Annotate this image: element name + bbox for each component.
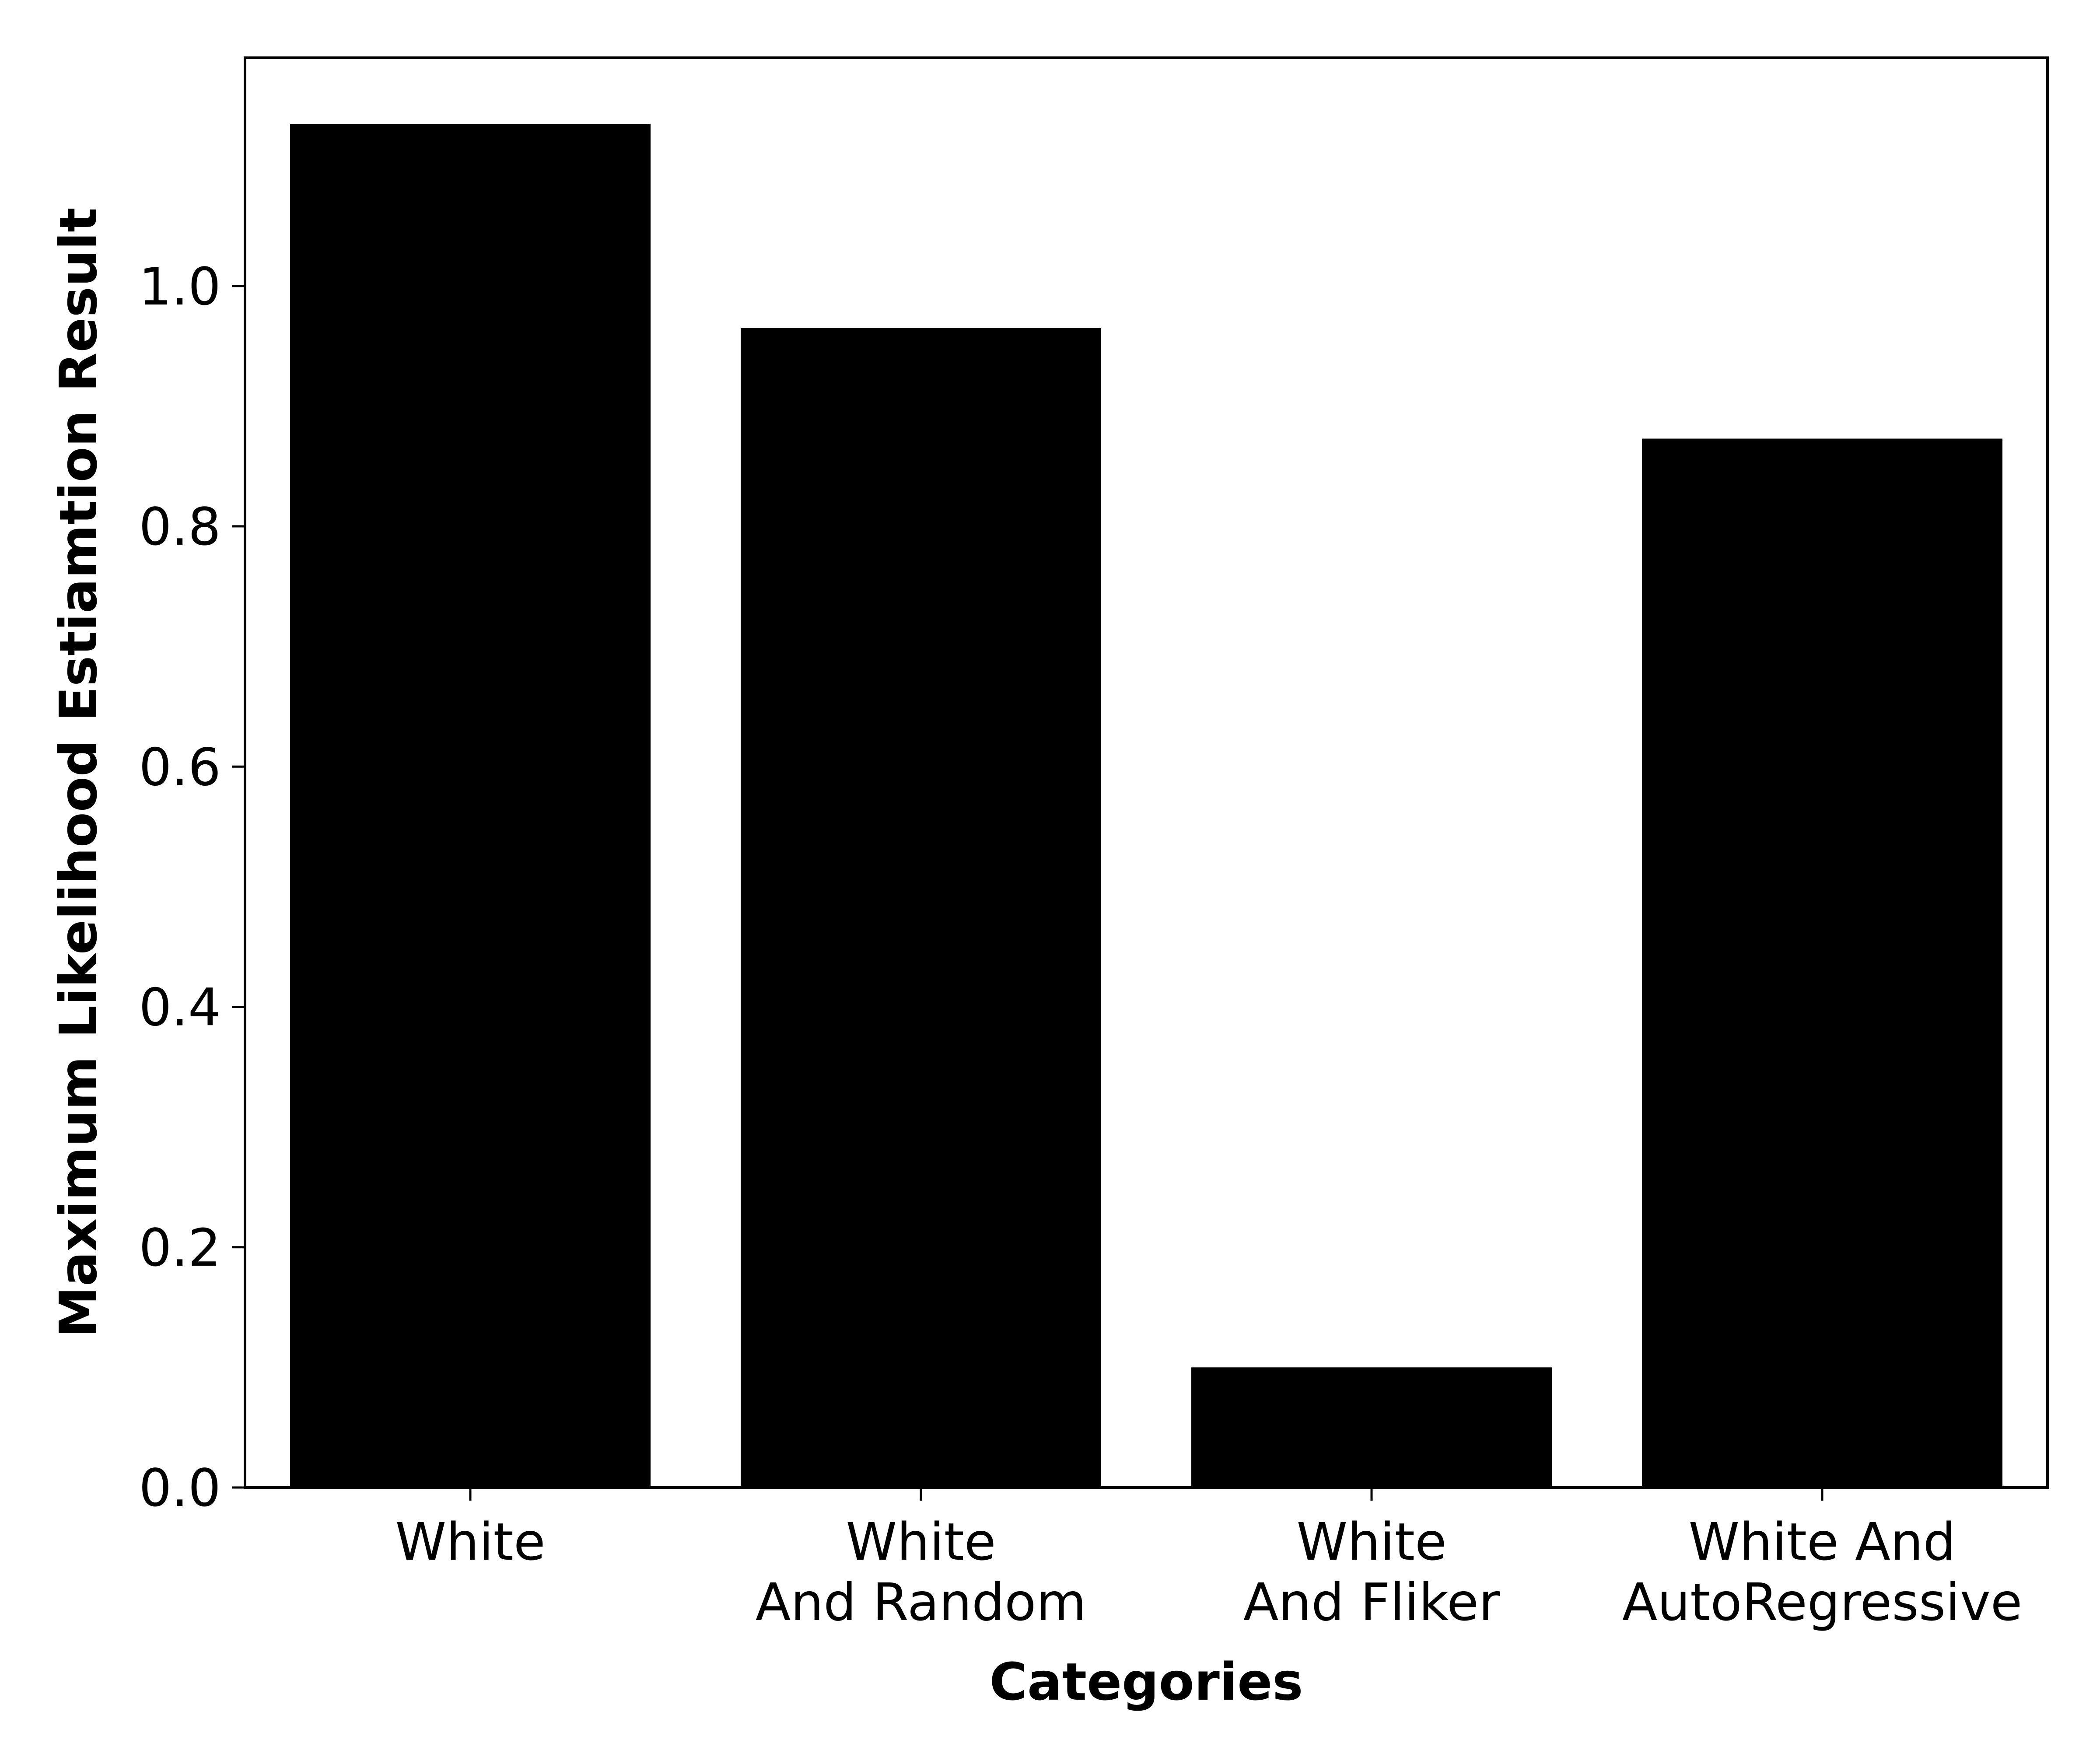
bar [1642, 438, 2002, 1488]
x-tick-label-line: And Random [756, 1572, 1086, 1632]
bar [741, 328, 1101, 1488]
y-tick-label: 0.0 [139, 1458, 221, 1518]
x-tick-label-line: White And [1688, 1512, 1956, 1572]
x-tick-label: White And Random [756, 1512, 1086, 1632]
x-tick-label-line: AutoRegressive [1622, 1572, 2023, 1632]
x-tick-label-line: White [395, 1512, 545, 1572]
bar [1191, 1367, 1552, 1488]
y-axis-title: Maximum Likelihood Estiamtion Result [48, 207, 108, 1337]
plot-frame [244, 56, 2049, 1489]
y-tick-label: 0.2 [139, 1218, 221, 1278]
x-tick-label: White [395, 1512, 545, 1572]
x-axis-title: Categories [989, 1652, 1303, 1712]
bars-group [290, 124, 2002, 1488]
x-tick-label-line: White [846, 1512, 996, 1572]
y-tick-label: 0.8 [139, 497, 221, 557]
bar [290, 124, 651, 1488]
y-tick-label: 1.0 [139, 256, 221, 317]
x-tick-label-line: White [1296, 1512, 1446, 1572]
x-tick-label: White And Fliker [1243, 1512, 1500, 1632]
x-tick-label: White And AutoRegressive [1622, 1512, 2023, 1632]
y-tick-label: 0.6 [139, 737, 221, 797]
y-tick-label: 0.4 [139, 977, 221, 1038]
x-tick-label-line: And Fliker [1243, 1572, 1500, 1632]
y-axis: 0.0 0.2 0.4 0.6 0.8 1.0 [139, 256, 245, 1518]
